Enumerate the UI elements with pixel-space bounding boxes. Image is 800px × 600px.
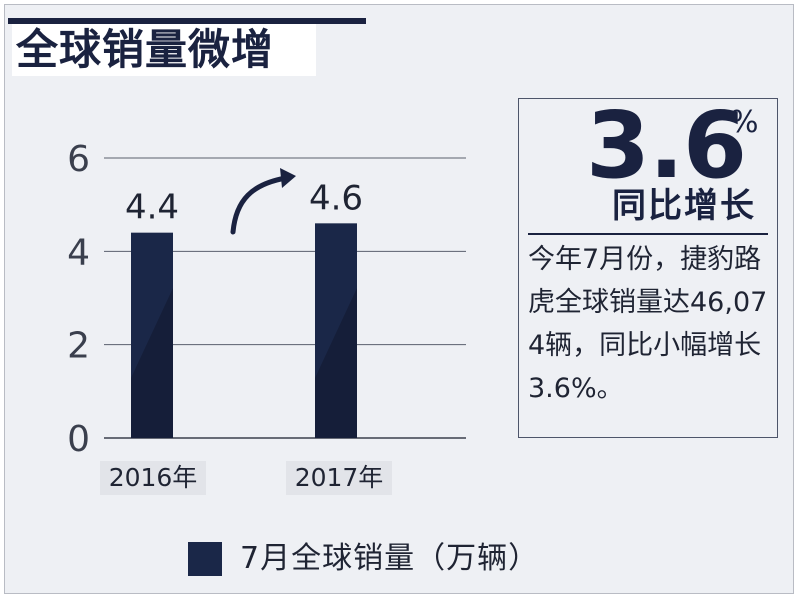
- y-tick-label: 0: [67, 419, 90, 460]
- legend-swatch: [188, 542, 222, 576]
- title-accent-bar: [8, 18, 366, 24]
- growth-arrow: [230, 175, 289, 235]
- chart-title: 全球销量微增: [12, 24, 316, 76]
- callout-divider: [528, 233, 768, 235]
- growth-callout-box: [518, 98, 778, 438]
- growth-label: 同比增长: [612, 186, 756, 226]
- data-label: 4.4: [125, 188, 179, 228]
- growth-value: 3.6: [586, 92, 747, 199]
- legend-label: 7月全球销量（万辆）: [240, 541, 540, 576]
- growth-description: 今年7月份，捷豹路虎全球销量达46,074辆，同比小幅增长3.6%。: [528, 244, 768, 404]
- category-label-2017: 2017年: [286, 461, 392, 495]
- growth-unit: %: [730, 105, 759, 140]
- y-tick-label: 6: [67, 139, 90, 180]
- y-tick-label: 4: [67, 232, 90, 273]
- growth-arrowhead: [280, 168, 296, 188]
- category-label-2016: 2016年: [100, 461, 206, 495]
- data-label: 4.6: [309, 178, 363, 218]
- y-tick-label: 2: [67, 326, 90, 367]
- bar-shade: [315, 288, 357, 438]
- bar-shade: [131, 288, 173, 438]
